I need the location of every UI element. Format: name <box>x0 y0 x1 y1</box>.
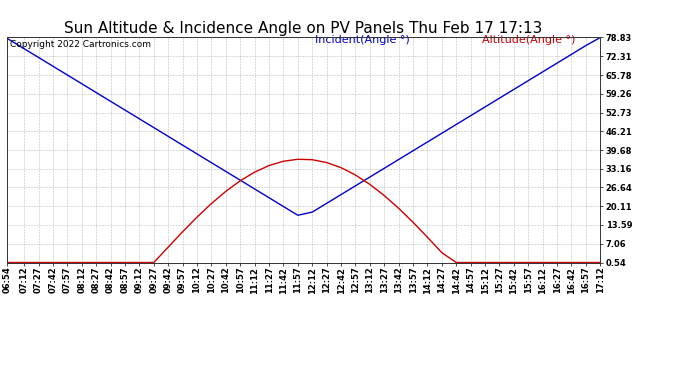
Text: Incident(Angle °): Incident(Angle °) <box>315 35 411 45</box>
Title: Sun Altitude & Incidence Angle on PV Panels Thu Feb 17 17:13: Sun Altitude & Incidence Angle on PV Pan… <box>64 21 543 36</box>
Text: Altitude(Angle °): Altitude(Angle °) <box>482 35 575 45</box>
Text: Copyright 2022 Cartronics.com: Copyright 2022 Cartronics.com <box>10 40 151 49</box>
